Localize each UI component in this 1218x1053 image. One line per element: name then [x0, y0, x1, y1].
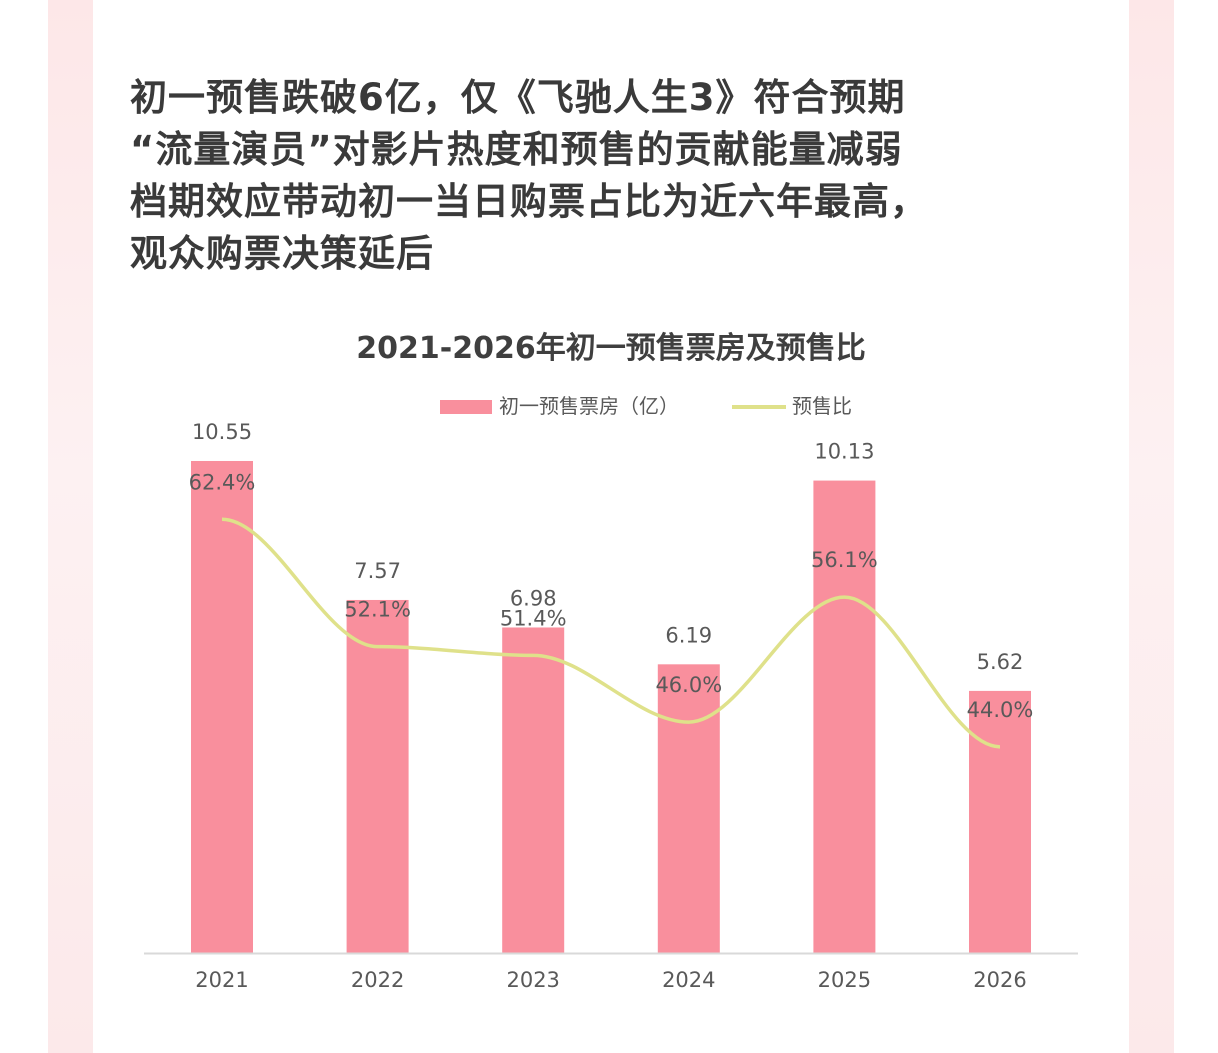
ratio-label-2021: 62.4%	[189, 470, 256, 494]
ratio-label-2026: 44.0%	[967, 698, 1034, 722]
x-tick-label-2024: 2024	[662, 968, 715, 992]
bar-value-label-2022: 7.57	[354, 559, 401, 583]
x-tick-label-2025: 2025	[818, 968, 871, 992]
bar-2025	[813, 480, 876, 953]
ratio-label-2022: 52.1%	[344, 598, 411, 622]
ratio-label-2025: 56.1%	[811, 548, 878, 572]
chart-canvas: 2021-2026年初一预售票房及预售比 初一预售票房（亿） 预售比 10.55…	[144, 331, 1078, 992]
left-decorative-strip	[48, 0, 93, 1053]
x-tick-label-2026: 2026	[973, 968, 1026, 992]
x-tick-label-2022: 2022	[351, 968, 404, 992]
bars-layer	[191, 460, 1031, 953]
bar-value-label-2026: 5.62	[977, 650, 1024, 674]
right-decorative-strip	[1129, 0, 1174, 1053]
heading-line-1: 初一预售跌破6亿，仅《飞驰人生3》符合预期	[130, 76, 906, 119]
x-tick-label-2023: 2023	[506, 968, 559, 992]
bar-value-label-2024: 6.19	[665, 623, 712, 647]
chart-title: 2021-2026年初一预售票房及预售比	[356, 331, 865, 366]
bar-2021	[191, 460, 253, 953]
chart-legend: 初一预售票房（亿） 预售比	[440, 394, 852, 418]
heading-line-2: “流量演员”对影片热度和预售的贡献能量减弱	[130, 128, 903, 171]
x-tick-label-2021: 2021	[195, 968, 248, 992]
bar-2022	[346, 599, 409, 953]
legend-line-label: 预售比	[792, 394, 852, 418]
legend-bar-swatch	[440, 400, 492, 414]
heading-line-3: 档期效应带动初一当日购票占比为近六年最高，	[130, 180, 928, 223]
bar-value-label-2025: 10.13	[814, 440, 874, 464]
heading-line-4: 观众购票决策延后	[130, 232, 434, 275]
bar-2023	[502, 627, 565, 953]
bar-2026	[969, 690, 1031, 953]
bar-value-label-2021: 10.55	[192, 420, 252, 444]
bar-labels-layer: 10.55 7.57 6.98 6.19 10.13 5.62	[192, 420, 1023, 674]
bar-value-label-2023: 6.98	[510, 586, 557, 610]
bar-2024	[657, 664, 720, 953]
ratio-label-2023: 51.4%	[500, 606, 567, 630]
presale-chart: 2021-2026年初一预售票房及预售比 初一预售票房（亿） 预售比 10.55…	[0, 300, 1218, 1040]
legend-bar-label: 初一预售票房（亿）	[499, 394, 679, 418]
x-axis-ticks: 2021 2022 2023 2024 2025 2026	[195, 968, 1026, 992]
article-heading: 初一预售跌破6亿，仅《飞驰人生3》符合预期 “流量演员”对影片热度和预售的贡献能…	[130, 72, 1030, 280]
ratio-labels-layer: 62.4% 52.1% 51.4% 46.0% 56.1% 44.0%	[189, 470, 1034, 722]
presale-ratio-line	[221, 517, 1001, 749]
ratio-label-2024: 46.0%	[655, 673, 722, 697]
